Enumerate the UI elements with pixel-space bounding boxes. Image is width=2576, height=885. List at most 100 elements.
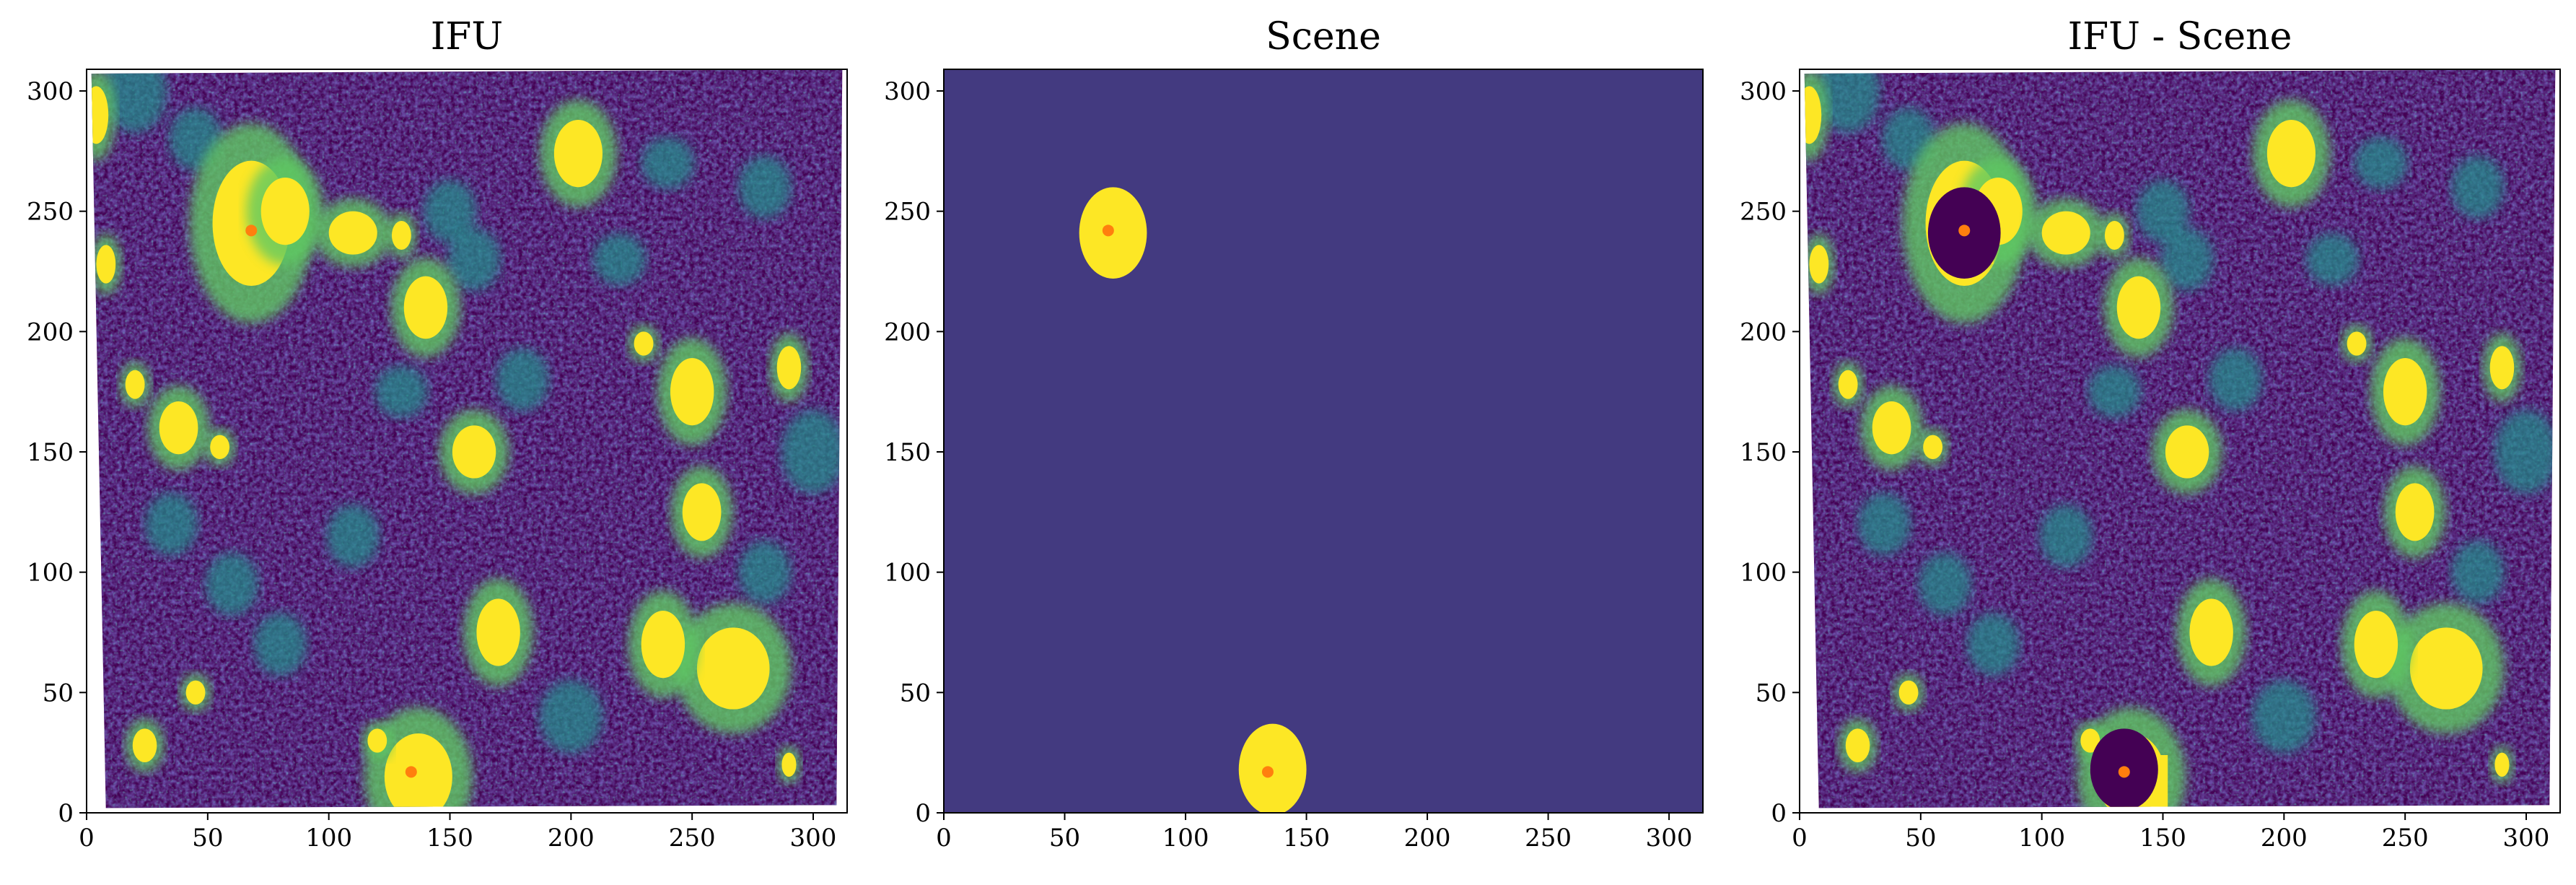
bright-source-17 xyxy=(1838,370,1858,399)
bright-source-20 xyxy=(781,752,797,777)
y-tick-label: 0 xyxy=(58,799,74,828)
y-tick-label: 250 xyxy=(884,198,931,227)
x-tick-label: 50 xyxy=(1905,824,1936,853)
dim-source-3 xyxy=(423,179,477,243)
panel-title: IFU - Scene xyxy=(2068,15,2292,58)
image-texture xyxy=(1804,69,2556,808)
bright-source-8 xyxy=(696,627,770,710)
bright-source-9 xyxy=(641,611,685,679)
bright-source-20 xyxy=(2494,752,2510,777)
dim-source-8 xyxy=(1966,612,2020,676)
bright-source-9 xyxy=(2354,611,2398,679)
y-tick-label: 250 xyxy=(1740,198,1787,227)
bright-source-8 xyxy=(2409,627,2483,710)
x-tick-label: 100 xyxy=(305,824,352,853)
bright-source-14 xyxy=(91,86,109,144)
dim-source-4 xyxy=(447,227,501,292)
bright-source-5 xyxy=(2041,211,2090,255)
bright-source-7 xyxy=(670,358,714,426)
x-tick-label: 200 xyxy=(548,824,595,853)
bright-source-21 xyxy=(2080,728,2100,753)
source-marker-1 xyxy=(1102,224,1114,237)
bright-source-22 xyxy=(1923,435,1943,459)
panel-title: IFU xyxy=(431,15,503,58)
y-tick-label: 50 xyxy=(43,679,74,707)
y-tick-label: 150 xyxy=(1740,438,1787,467)
dim-source-14 xyxy=(2087,365,2142,419)
dim-source-9 xyxy=(2252,679,2316,754)
bright-source-10 xyxy=(2189,598,2233,666)
y-tick-label: 0 xyxy=(915,799,931,828)
y-tick-label: 300 xyxy=(884,77,931,106)
panel-3: 0 50 100 150 200 250 300 0 50 100 150 200 250 300 IFU … xyxy=(1740,15,2561,853)
bright-source-12 xyxy=(682,483,722,541)
y-tick-label: 100 xyxy=(884,559,931,588)
x-tick-label: 0 xyxy=(1792,824,1808,853)
x-tick-label: 200 xyxy=(2261,824,2308,853)
dim-source-15 xyxy=(737,540,792,604)
bright-source-2 xyxy=(260,177,310,245)
dim-source-14 xyxy=(374,365,429,419)
y-tick-label: 300 xyxy=(27,77,74,106)
x-tick-label: 150 xyxy=(1283,824,1330,853)
y-tick-label: 200 xyxy=(1740,318,1787,346)
y-tick-label: 200 xyxy=(884,318,931,346)
bright-source-24 xyxy=(185,680,206,705)
axes-frame xyxy=(86,69,848,814)
bright-source-21 xyxy=(367,728,387,753)
bright-source-18 xyxy=(391,221,411,250)
dim-source-7 xyxy=(2039,504,2093,568)
scene-source-2 xyxy=(1238,723,1307,813)
plot-area xyxy=(91,69,843,808)
plot-area xyxy=(944,69,1703,813)
bright-source-13 xyxy=(1872,401,1911,455)
bright-source-11 xyxy=(2165,425,2209,479)
y-tick-label: 50 xyxy=(1756,679,1787,707)
bright-source-24 xyxy=(1898,680,1919,705)
panel-1: 0 50 100 150 200 250 300 0 50 100 150 200 250 300 IFU xyxy=(27,15,848,853)
axes-frame xyxy=(943,69,1704,814)
x-tick-label: 250 xyxy=(2382,824,2429,853)
bright-source-17 xyxy=(125,370,145,399)
dim-source-10 xyxy=(781,409,843,494)
dim-source-16 xyxy=(1857,492,1911,556)
dim-source-10 xyxy=(2494,409,2556,494)
dim-source-11 xyxy=(1918,552,1972,616)
dim-source-12 xyxy=(496,348,550,411)
plot-area xyxy=(1804,69,2556,808)
source-marker-2 xyxy=(405,766,417,778)
scene-background xyxy=(944,69,1703,813)
x-tick-label: 50 xyxy=(1049,824,1080,853)
bright-source-18 xyxy=(2104,221,2124,250)
bright-source-23 xyxy=(1845,728,1870,762)
bright-source-19 xyxy=(2347,331,2367,356)
bright-source-19 xyxy=(634,331,654,356)
image-texture xyxy=(91,69,843,808)
dim-source-4 xyxy=(2160,227,2214,292)
source-marker-1 xyxy=(245,224,258,237)
bright-source-22 xyxy=(210,435,230,459)
bright-source-10 xyxy=(476,598,520,666)
dim-source-13 xyxy=(2354,136,2408,190)
bright-source-6 xyxy=(2116,276,2161,339)
axes-frame xyxy=(1799,69,2561,814)
x-tick-label: 250 xyxy=(1525,824,1572,853)
x-tick-label: 250 xyxy=(669,824,716,853)
x-tick-label: 300 xyxy=(790,824,837,853)
dim-source-5 xyxy=(2305,232,2360,287)
x-tick-label: 0 xyxy=(936,824,952,853)
x-tick-label: 50 xyxy=(192,824,223,853)
source-marker-2 xyxy=(1261,766,1274,778)
bright-source-14 xyxy=(1804,86,1822,144)
x-tick-label: 100 xyxy=(2018,824,2065,853)
bright-source-23 xyxy=(132,728,157,762)
bright-source-11 xyxy=(452,425,496,479)
y-tick-label: 150 xyxy=(27,438,74,467)
dim-source-13 xyxy=(641,136,695,190)
bright-source-3 xyxy=(384,733,452,808)
dim-source-15 xyxy=(2450,540,2505,604)
bright-source-12 xyxy=(2395,483,2435,541)
dim-source-9 xyxy=(539,679,603,754)
bright-source-13 xyxy=(159,401,198,455)
